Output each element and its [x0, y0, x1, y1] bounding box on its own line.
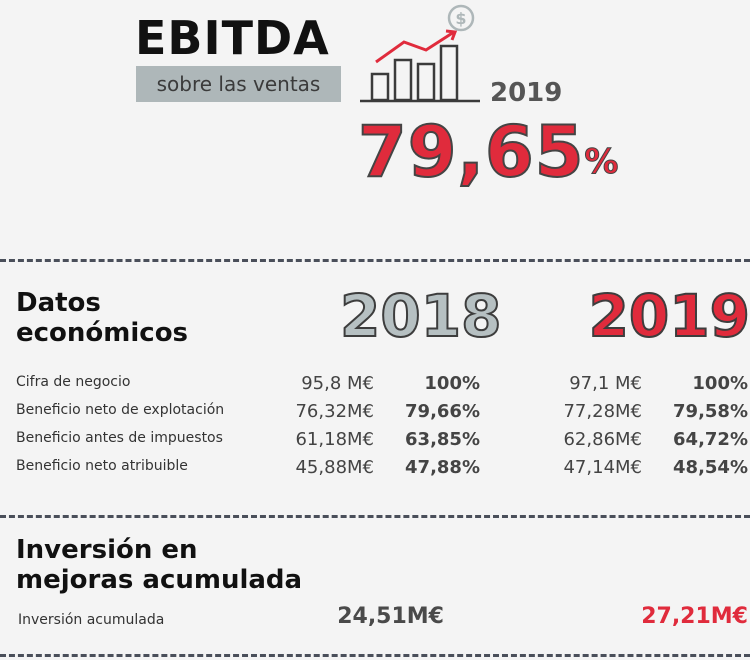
ebitda-subtitle: sobre las ventas	[136, 66, 341, 102]
percent-2018: 79,66%	[405, 401, 480, 422]
row-label: Beneficio neto de explotación	[16, 402, 225, 418]
section-divider	[0, 515, 750, 518]
percent-2019: 64,72%	[673, 429, 748, 450]
percent-2019: 48,54%	[673, 457, 748, 478]
value-2018: 95,8 M€	[301, 373, 374, 394]
percent-2018: 47,88%	[405, 457, 480, 478]
percent-2019: 100%	[692, 373, 748, 394]
percent-2019: 79,58%	[673, 401, 748, 422]
percent-2018: 100%	[424, 373, 480, 394]
inversion-title-line2: mejoras acumulada	[16, 565, 303, 595]
value-2019: 62,86M€	[563, 429, 642, 450]
ebitda-percentage-value: 79,65	[357, 111, 585, 193]
row-label: Beneficio neto atribuible	[16, 458, 188, 474]
percent-sign: %	[584, 142, 619, 183]
year-2018-heading: 2018	[339, 282, 502, 350]
value-2019: 47,14M€	[563, 457, 642, 478]
ebitda-percentage: 79,65%	[357, 111, 619, 211]
value-2018: 76,32M€	[295, 401, 374, 422]
datos-title-line2: económicos	[16, 318, 189, 348]
row-label: Beneficio antes de impuestos	[16, 430, 223, 446]
value-2018: 45,88M€	[295, 457, 374, 478]
inversion-value-2018: 24,51M€	[337, 604, 444, 629]
ebitda-title: EBITDA	[135, 11, 330, 65]
year-2019-heading: 2019	[588, 282, 750, 350]
section-divider	[0, 259, 750, 262]
percent-2018: 63,85%	[405, 429, 480, 450]
bar-chart-growth-dollar-icon: $	[360, 4, 480, 103]
value-2019: 77,28M€	[563, 401, 642, 422]
section-divider	[0, 654, 750, 657]
header-year: 2019	[490, 78, 563, 108]
datos-title-line1: Datos	[16, 288, 101, 318]
value-2019: 97,1 M€	[569, 373, 642, 394]
value-2018: 61,18M€	[295, 429, 374, 450]
inversion-value-2019: 27,21M€	[641, 604, 748, 629]
inversion-label: Inversión acumulada	[18, 612, 165, 628]
row-label: Cifra de negocio	[16, 374, 131, 390]
inversion-title-line1: Inversión en	[16, 535, 198, 565]
svg-text:$: $	[455, 9, 466, 28]
